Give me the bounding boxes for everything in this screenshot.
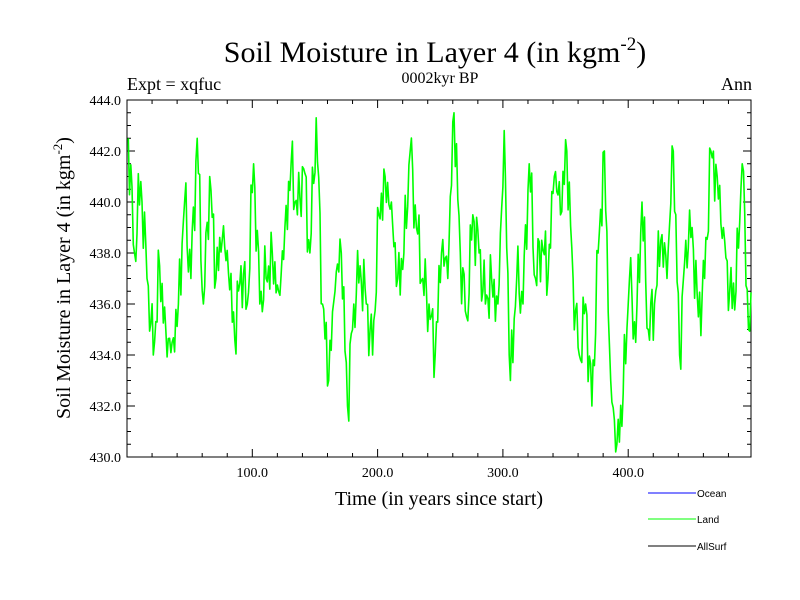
x-tick-label: 300.0 [487, 466, 519, 481]
season-label: Ann [721, 74, 752, 94]
y-tick-label: 430.0 [90, 451, 122, 466]
y-axis-label-superscript: -2 [50, 144, 65, 155]
y-tick-label: 442.0 [90, 145, 122, 160]
x-tick-label: 400.0 [612, 466, 644, 481]
y-axis-label-close: ) [53, 137, 75, 144]
y-tick-label: 438.0 [90, 247, 122, 262]
y-axis-label: Soil Moisture in Layer 4 (in kgm-2) [50, 137, 75, 419]
y-tick-label: 436.0 [90, 298, 122, 313]
legend-label-land: Land [697, 515, 719, 526]
chart-title-close: ) [636, 36, 646, 69]
y-axis-label-main: Soil Moisture in Layer 4 (in kgm [53, 154, 75, 419]
y-tick-label: 434.0 [90, 349, 122, 364]
y-tick-label: 444.0 [90, 94, 122, 109]
x-axis: 100.0 200.0 300.0 400.0 [151, 100, 729, 481]
legend-label-allsurf: AllSurf [697, 542, 727, 553]
y-axis: 430.0 432.0 434.0 436.0 438.0 440.0 442.0 444.0 [90, 94, 751, 466]
legend: Ocean Land AllSurf [648, 489, 727, 553]
chart-title-main: Soil Moisture in Layer 4 (in kgm [224, 36, 621, 69]
series-group [127, 112, 752, 453]
subtitle: 0002kyr BP [402, 70, 479, 87]
legend-label-ocean: Ocean [697, 489, 726, 500]
x-axis-label: Time (in years since start) [335, 488, 543, 510]
x-tick-label: 200.0 [362, 466, 394, 481]
experiment-label: Expt = xqfuc [127, 74, 221, 94]
series-line-land [127, 112, 752, 453]
y-tick-label: 440.0 [90, 196, 122, 211]
chart-title-superscript: -2 [620, 34, 636, 55]
x-tick-label: 100.0 [237, 466, 269, 481]
y-tick-label: 432.0 [90, 400, 122, 415]
chart-title: Soil Moisture in Layer 4 (in kgm-2) [224, 34, 646, 69]
